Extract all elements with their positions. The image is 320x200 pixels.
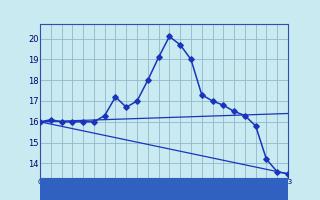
X-axis label: Graphe des températures (°c): Graphe des températures (°c) bbox=[88, 187, 240, 196]
